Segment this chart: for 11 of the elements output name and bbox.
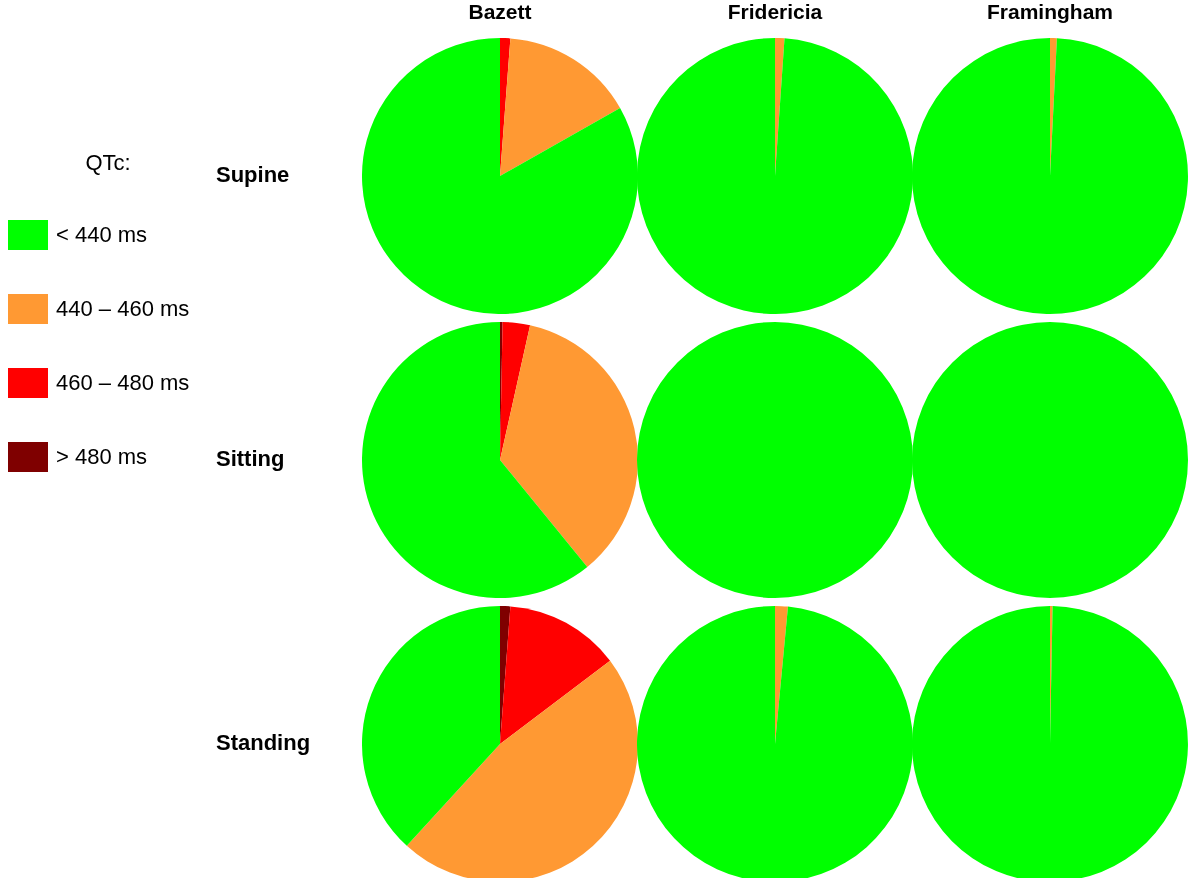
legend-label: > 480 ms [56, 444, 148, 470]
text: Supine [216, 162, 291, 188]
legend-label: 460 – 480 ms [56, 370, 190, 396]
text: Sitting [216, 446, 286, 472]
chart-title: Framingham [986, 0, 1114, 24]
chart-title: Bazett [467, 0, 533, 24]
chart-title: Fridericia [726, 0, 824, 24]
legend-label: < 440 ms [56, 222, 148, 248]
text: Standing [216, 730, 312, 756]
legend-label: 440 – 460 ms [56, 296, 190, 322]
legend-title: QTc: [84, 150, 132, 176]
